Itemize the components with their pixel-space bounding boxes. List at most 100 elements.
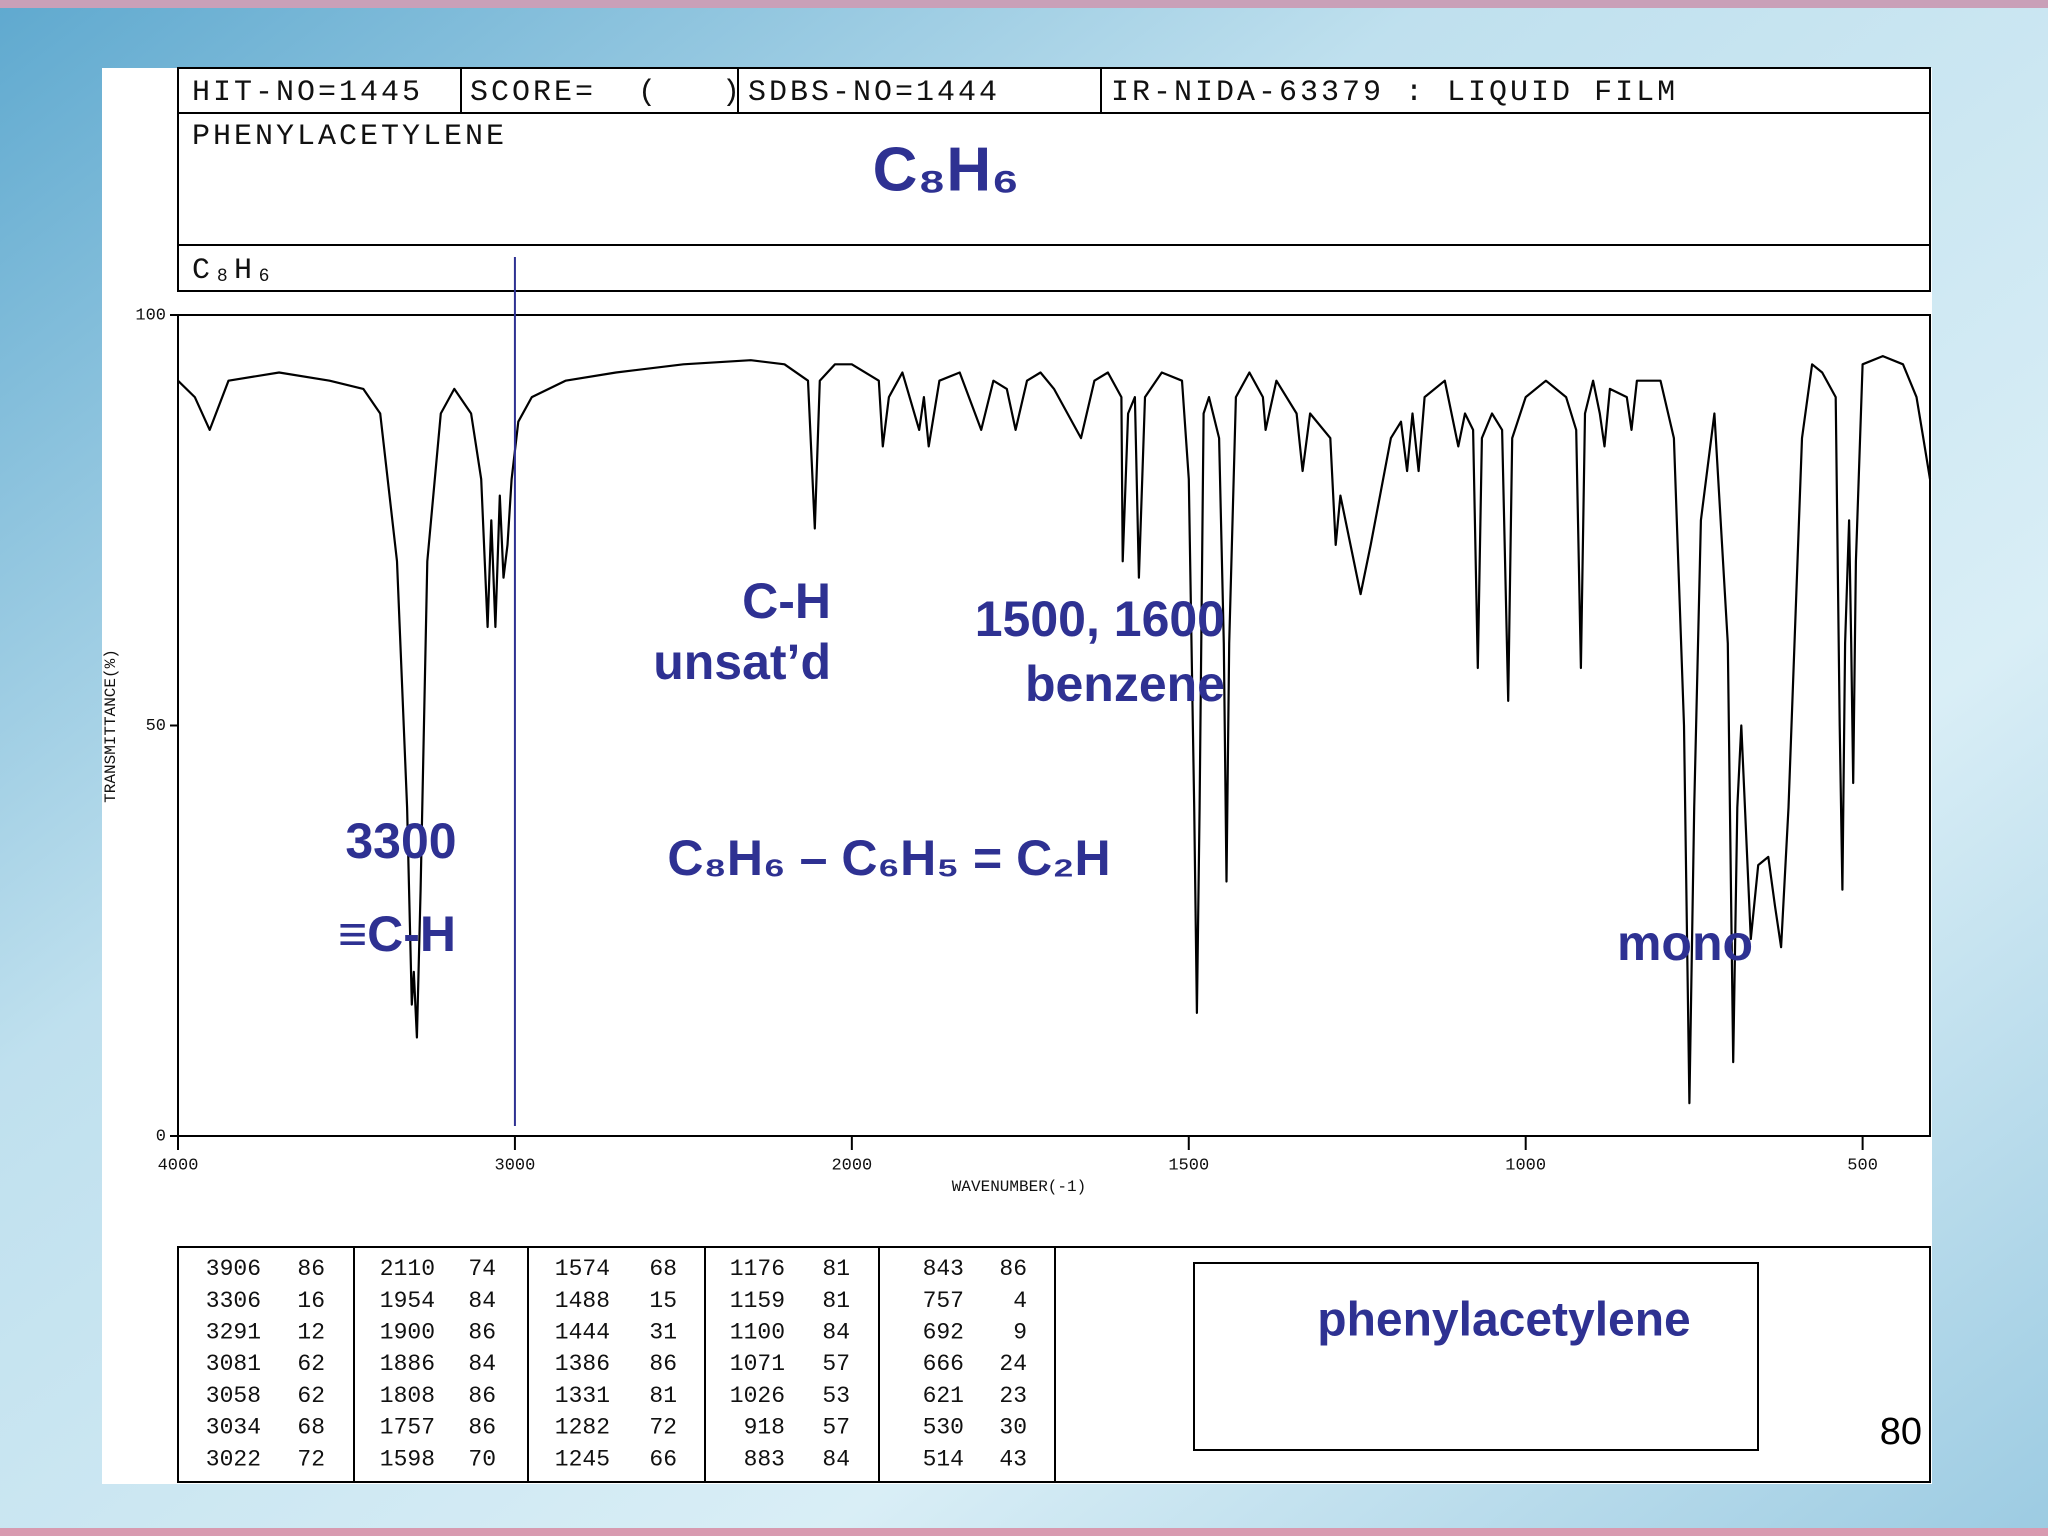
peak-transmittance: 12: [297, 1319, 325, 1345]
peak-wavenumber: 1757: [380, 1415, 435, 1441]
peak-wavenumber: 1886: [380, 1351, 435, 1377]
peak-wavenumber: 1488: [555, 1288, 610, 1314]
x-tick-label: 1500: [1168, 1156, 1209, 1175]
annotation: benzene: [1025, 656, 1225, 712]
peak-transmittance: 84: [468, 1351, 496, 1377]
peak-transmittance: 68: [649, 1256, 677, 1282]
peak-transmittance: 86: [468, 1383, 496, 1409]
y-tick-label: 100: [135, 306, 166, 325]
x-tick-label: 2000: [831, 1156, 872, 1175]
peak-transmittance: 62: [297, 1351, 325, 1377]
peak-wavenumber: 514: [923, 1446, 964, 1472]
peak-wavenumber: 1954: [380, 1288, 435, 1314]
peak-wavenumber: 530: [923, 1415, 964, 1441]
page-number: 80: [1880, 1411, 1922, 1453]
peak-wavenumber: 3034: [206, 1415, 261, 1441]
peak-transmittance: 68: [297, 1415, 325, 1441]
peak-wavenumber: 3906: [206, 1256, 261, 1282]
peak-transmittance: 81: [649, 1383, 677, 1409]
peak-wavenumber: 757: [923, 1288, 964, 1314]
peak-wavenumber: 883: [744, 1446, 785, 1472]
peak-transmittance: 53: [822, 1383, 850, 1409]
peak-wavenumber: 621: [923, 1383, 964, 1409]
bottom-band: [0, 1528, 2048, 1536]
peak-wavenumber: 692: [923, 1319, 964, 1345]
peak-transmittance: 66: [649, 1446, 677, 1472]
header-frame: [177, 67, 1931, 292]
peak-wavenumber: 3291: [206, 1319, 261, 1345]
peak-transmittance: 74: [468, 1256, 496, 1282]
peak-wavenumber: 1282: [555, 1415, 610, 1441]
compound: PHENYLACETYLENE: [192, 120, 507, 154]
peak-transmittance: 86: [297, 1256, 325, 1282]
peak-wavenumber: 3306: [206, 1288, 261, 1314]
peak-wavenumber: 1071: [730, 1351, 785, 1377]
peak-transmittance: 86: [649, 1351, 677, 1377]
peak-wavenumber: 3058: [206, 1383, 261, 1409]
plot: 0 50 100 4000 3000 2000 1500 1000 500 WAVENUMBER(…: [102, 257, 1932, 1196]
formula: C₈H₆: [873, 135, 1020, 204]
score: SCORE= ( ): [470, 76, 743, 110]
peak-wavenumber: 1900: [380, 1319, 435, 1345]
peak-transmittance: 62: [297, 1383, 325, 1409]
peak-transmittance: 84: [468, 1288, 496, 1314]
peak-transmittance: 23: [999, 1383, 1027, 1409]
annotation: 3300: [345, 813, 456, 869]
peak-wavenumber: 3081: [206, 1351, 261, 1377]
peak-transmittance: 84: [822, 1319, 850, 1345]
peak-wavenumber: 666: [923, 1351, 964, 1377]
peak-transmittance: 15: [649, 1288, 677, 1314]
x-tick-label: 4000: [158, 1156, 199, 1175]
annotation: 1500, 1600: [975, 591, 1225, 647]
peak-transmittance: 57: [822, 1415, 850, 1441]
y-tick-label: 0: [156, 1127, 166, 1146]
peak-wavenumber: 3022: [206, 1446, 261, 1472]
method: IR-NIDA-63379 : LIQUID FILM: [1111, 76, 1678, 110]
peak-wavenumber: 918: [744, 1415, 785, 1441]
peak-transmittance: 86: [468, 1319, 496, 1345]
peak-wavenumber: 1100: [730, 1319, 785, 1345]
y-axis-label: TRANSMITTANCE(%): [102, 649, 120, 803]
peak-wavenumber: 1176: [730, 1256, 785, 1282]
annotation: mono: [1617, 915, 1753, 971]
label-box: [1193, 1262, 1759, 1451]
peak-wavenumber: 1598: [380, 1446, 435, 1472]
annotation: C-H: [742, 573, 831, 629]
peak-table-dividers: [353, 1247, 1056, 1482]
annotation: ≡C-H: [338, 906, 456, 962]
peak-transmittance: 31: [649, 1319, 677, 1345]
peak-transmittance: 24: [999, 1351, 1027, 1377]
annotation: unsat’d: [653, 634, 831, 690]
formula-small: C₈H₆: [192, 254, 276, 288]
peak-transmittance: 86: [999, 1256, 1027, 1282]
peak-transmittance: 43: [999, 1446, 1027, 1472]
peak-wavenumber: 843: [923, 1256, 964, 1282]
peak-wavenumber: 1386: [555, 1351, 610, 1377]
peak-transmittance: 84: [822, 1446, 850, 1472]
peak-transmittance: 57: [822, 1351, 850, 1377]
x-tick-label: 1000: [1505, 1156, 1546, 1175]
peak-wavenumber: 2110: [380, 1256, 435, 1282]
x-tick-label: 3000: [495, 1156, 536, 1175]
compound-label: phenylacetylene: [1317, 1294, 1691, 1347]
peak-wavenumber: 1808: [380, 1383, 435, 1409]
y-tick-label: 50: [146, 717, 166, 736]
peak-transmittance: 72: [649, 1415, 677, 1441]
peak-transmittance: 4: [1013, 1288, 1027, 1314]
peak-wavenumber: 1026: [730, 1383, 785, 1409]
peak-transmittance: 9: [1013, 1319, 1027, 1345]
peak-transmittance: 81: [822, 1288, 850, 1314]
x-axis-label: WAVENUMBER(-1): [952, 1178, 1086, 1196]
hit-no: HIT-NO=1445: [192, 76, 423, 110]
spectrum: [177, 355, 1932, 1105]
peak-transmittance: 16: [297, 1288, 325, 1314]
peak-transmittance: 30: [999, 1415, 1027, 1441]
peak-wavenumber: 1444: [555, 1319, 610, 1345]
peak-transmittance: 70: [468, 1446, 496, 1472]
top-band: [0, 0, 2048, 8]
peak-transmittance: 72: [297, 1446, 325, 1472]
sdbs-no: SDBS-NO=1444: [748, 76, 1000, 110]
peak-transmittance: 81: [822, 1256, 850, 1282]
